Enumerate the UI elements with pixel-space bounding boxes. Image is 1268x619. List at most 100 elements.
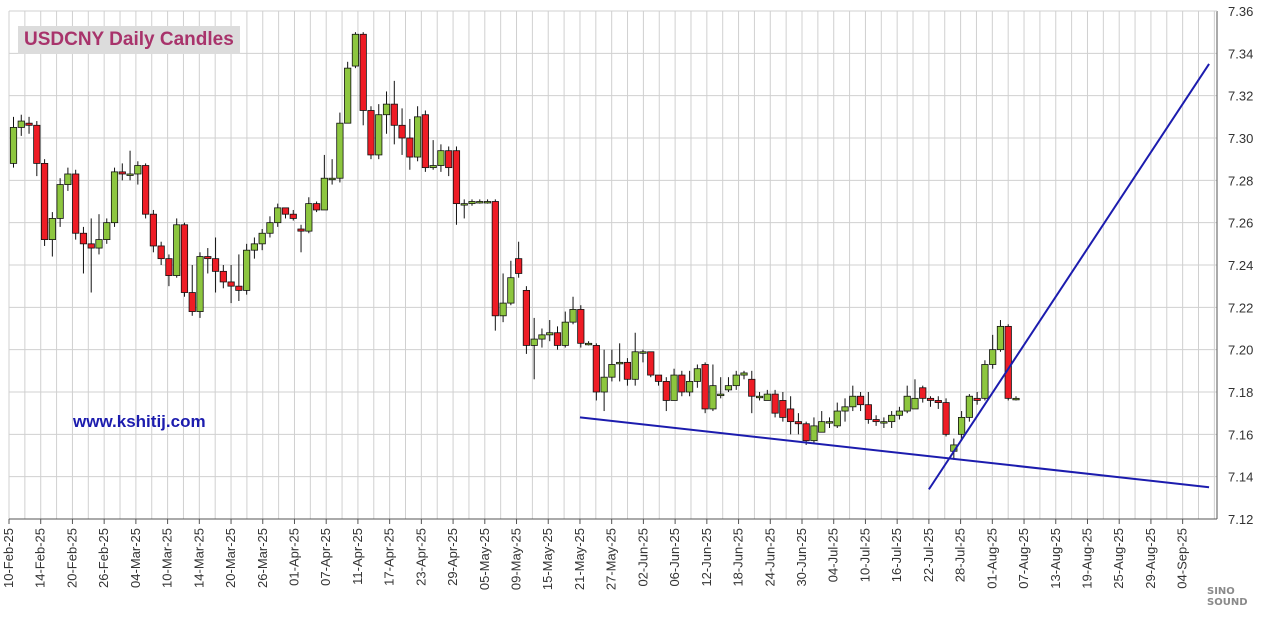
candle-down [802,421,810,445]
candle-body [919,387,927,399]
candle-down [592,343,600,401]
candle-down [157,241,165,265]
candle-up [274,203,282,227]
candle-body [833,410,841,427]
candle-body [134,165,142,175]
candle-down [142,163,150,219]
candle-body [895,410,904,416]
candle-body [507,277,515,304]
candle-up [693,364,701,388]
candle-body [732,374,740,387]
candle-body [328,177,336,181]
candle-up [895,406,904,420]
candle-body [429,165,437,169]
chart-axes [8,10,1218,524]
x-tick-label: 29-Apr-25 [445,528,460,586]
y-tick-label: 7.28 [1228,173,1253,188]
candle-up [476,199,484,204]
candle-down [856,392,865,412]
candle-body [942,402,950,435]
candle-down [390,80,398,145]
candle-up [965,394,973,422]
candle-body [72,173,80,234]
candle-up [305,197,313,234]
candle-body [755,395,764,399]
candle-body [654,374,663,382]
candle-body [647,351,655,376]
candle-down [25,116,33,134]
candle-up [639,349,647,363]
candle-body [530,338,538,346]
candle-up [849,385,857,412]
candle-body [87,243,95,249]
candle-body [670,374,678,401]
x-tick-label: 09-May-25 [509,528,524,590]
candle-body [9,127,18,164]
candle-up [375,104,383,160]
x-tick-label: 24-Jun-25 [762,528,777,587]
candle-down [452,146,461,225]
candle-body [1012,397,1020,401]
candle-up [732,370,740,390]
x-tick-label: 26-Feb-25 [96,528,111,588]
candle-down [623,358,632,386]
x-tick-label: 27-May-25 [604,528,619,590]
candle-body [584,342,593,346]
candle-body [235,285,243,291]
candle-up [608,349,616,382]
candle-body [856,395,865,406]
candle-body [958,416,966,435]
candle-up [755,392,764,401]
candle-body [110,171,119,224]
candle-body [103,222,111,241]
x-tick-label: 01-Aug-25 [984,528,999,589]
x-tick-label: 15-May-25 [540,528,555,590]
candle-up [196,252,204,318]
candle-body [678,374,686,393]
candle-up [64,167,72,191]
candle-body [437,150,445,166]
candle-down [701,362,709,414]
candle-body [872,419,880,423]
candle-body [996,325,1005,351]
candle-up [818,411,826,433]
candle-body [880,421,888,424]
candle-body [911,397,919,410]
candle-down [289,209,297,221]
candle-body [981,364,989,399]
y-tick-label: 7.24 [1228,258,1253,273]
x-tick-label: 22-Jul-25 [921,528,936,582]
candle-body [849,395,857,408]
website-annotation: www.kshitij.com [73,412,206,431]
candle-body [398,124,406,139]
candle-up [530,317,538,380]
candle-body [693,368,701,382]
candle-down [445,146,453,177]
candle-down [647,351,655,378]
candle-up [48,212,56,257]
candle-down [662,377,670,412]
candle-up [996,320,1005,352]
candle-body [33,124,41,164]
x-tick-label: 26-Mar-25 [255,528,270,588]
candle-body [841,406,849,412]
y-tick-label: 7.26 [1228,216,1253,231]
candle-up [989,334,997,369]
x-tick-label: 28-Jul-25 [953,528,968,582]
x-tick-label: 02-Jun-25 [635,528,650,587]
candle-body [748,378,756,397]
candle-body [56,184,64,219]
candle-body [763,393,771,401]
candle-body [522,289,530,346]
candle-body [211,258,220,272]
candle-up [173,218,181,278]
candle-up [17,114,25,136]
candle-body [25,122,33,126]
candle-body [406,137,414,158]
candle-down [654,374,663,386]
candle-body [592,345,600,393]
candle-body [79,232,88,245]
candle-body [740,372,748,376]
candle-body [538,334,546,340]
candle-up [328,159,336,185]
